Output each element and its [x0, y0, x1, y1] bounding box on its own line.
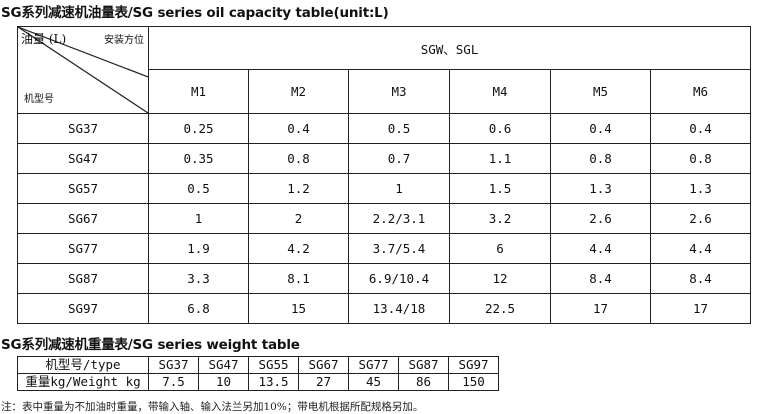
oil-value-cell: 1	[348, 173, 450, 204]
oil-value-cell: 1.5	[449, 173, 551, 204]
type-cell: SG97	[448, 356, 499, 374]
table-row: SG87 3.3 8.1 6.9/10.4 12 8.4 8.4	[17, 263, 752, 294]
weight-value-row: 重量kg/Weight kg 7.5 10 13.5 27 45 86 150	[17, 373, 499, 391]
position-header: M1	[148, 69, 249, 114]
weight-cell: 13.5	[248, 373, 299, 391]
position-header: M5	[550, 69, 651, 114]
oil-value-cell: 2	[248, 203, 349, 234]
oil-value-cell: 0.4	[550, 113, 651, 144]
oil-value-cell: 1.3	[550, 173, 651, 204]
oil-value-cell: 0.7	[348, 143, 450, 174]
model-label: 机型号	[24, 94, 54, 105]
oil-value-cell: 6.9/10.4	[348, 263, 450, 294]
model-cell: SG67	[17, 203, 149, 234]
weight-table-title: SG系列减速机重量表/SG series weight table	[1, 337, 300, 353]
oil-value-cell: 12	[449, 263, 551, 294]
table-row: SG47 0.35 0.8 0.7 1.1 0.8 0.8	[17, 143, 752, 174]
position-header: M3	[348, 69, 450, 114]
oil-value-cell: 0.8	[649, 143, 752, 174]
oil-quantity-label: 油量 (L)	[21, 32, 67, 46]
oil-value-cell: 6.8	[148, 293, 249, 324]
oil-value-cell: 0.4	[248, 113, 349, 144]
weight-cell: 10	[198, 373, 249, 391]
oil-value-cell: 8.4	[649, 263, 752, 294]
oil-value-cell: 17	[550, 293, 651, 324]
table-row: SG67 1 2 2.2/3.1 3.2 2.6 2.6	[17, 203, 752, 234]
table-row: SG37 0.25 0.4 0.5 0.6 0.4 0.4	[17, 113, 752, 144]
oil-value-cell: 4.2	[248, 233, 349, 264]
type-label-cell: 机型号/type	[17, 356, 149, 374]
weight-label-cell: 重量kg/Weight kg	[17, 373, 149, 391]
oil-capacity-table: 油量 (L) 安装方位 机型号 SGW、SGL M1 M2 M3 M4 M5 M…	[17, 26, 752, 324]
model-cell: SG47	[17, 143, 149, 174]
oil-value-cell: 2.2/3.1	[348, 203, 450, 234]
oil-value-cell: 1.9	[148, 233, 249, 264]
oil-value-cell: 2.6	[649, 203, 752, 234]
oil-value-cell: 6	[449, 233, 551, 264]
weight-cell: 7.5	[148, 373, 199, 391]
weight-cell: 86	[398, 373, 449, 391]
model-cell: SG77	[17, 233, 149, 264]
model-cell: SG97	[17, 293, 149, 324]
series-group-header: SGW、SGL	[147, 26, 752, 70]
oil-value-cell: 4.4	[649, 233, 752, 264]
weight-cell: 45	[348, 373, 399, 391]
oil-value-cell: 13.4/18	[348, 293, 450, 324]
weight-cell: 27	[298, 373, 349, 391]
corner-header-cell: 油量 (L) 安装方位 机型号	[17, 26, 149, 114]
oil-value-cell: 0.5	[148, 173, 249, 204]
oil-value-cell: 17	[649, 293, 752, 324]
oil-value-cell: 8.4	[550, 263, 651, 294]
type-cell: SG77	[348, 356, 399, 374]
oil-value-cell: 1	[148, 203, 249, 234]
type-cell: SG55	[248, 356, 299, 374]
oil-value-cell: 0.6	[449, 113, 551, 144]
position-header: M4	[449, 69, 551, 114]
position-header: M2	[248, 69, 349, 114]
oil-value-cell: 0.4	[649, 113, 752, 144]
model-cell: SG87	[17, 263, 149, 294]
oil-value-cell: 15	[248, 293, 349, 324]
type-cell: SG47	[198, 356, 249, 374]
oil-value-cell: 0.35	[148, 143, 249, 174]
position-header-row: M1 M2 M3 M4 M5 M6	[18, 69, 752, 114]
type-cell: SG67	[298, 356, 349, 374]
oil-value-cell: 1.3	[649, 173, 752, 204]
oil-value-cell: 0.5	[348, 113, 450, 144]
mount-position-label: 安装方位	[104, 35, 144, 46]
oil-value-cell: 3.2	[449, 203, 551, 234]
oil-value-cell: 3.3	[148, 263, 249, 294]
model-cell: SG57	[17, 173, 149, 204]
oil-value-cell: 2.6	[550, 203, 651, 234]
table-row: SG97 6.8 15 13.4/18 22.5 17 17	[17, 293, 752, 324]
oil-value-cell: 8.1	[248, 263, 349, 294]
type-cell: SG87	[398, 356, 449, 374]
type-cell: SG37	[148, 356, 199, 374]
oil-value-cell: 0.8	[550, 143, 651, 174]
oil-value-cell: 1.1	[449, 143, 551, 174]
oil-table-title: SG系列减速机油量表/SG series oil capacity table(…	[1, 5, 389, 21]
oil-value-cell: 1.2	[248, 173, 349, 204]
oil-value-cell: 3.7/5.4	[348, 233, 450, 264]
oil-value-cell: 4.4	[550, 233, 651, 264]
weight-cell: 150	[448, 373, 499, 391]
weight-type-row: 机型号/type SG37 SG47 SG55 SG67 SG77 SG87 SG97	[17, 356, 499, 374]
table-row: SG57 0.5 1.2 1 1.5 1.3 1.3	[17, 173, 752, 204]
footnote: 注：表中重量为不加油时重量，带输入轴、输入法兰另加10%；带电机根据所配规格另加…	[1, 401, 424, 413]
oil-value-cell: 22.5	[449, 293, 551, 324]
position-header: M6	[649, 69, 752, 114]
model-cell: SG37	[17, 113, 149, 144]
oil-value-cell: 0.25	[148, 113, 249, 144]
oil-value-cell: 0.8	[248, 143, 349, 174]
weight-table: 机型号/type SG37 SG47 SG55 SG67 SG77 SG87 SG97 重量…	[17, 356, 499, 391]
table-row: SG77 1.9 4.2 3.7/5.4 6 4.4 4.4	[17, 233, 752, 264]
diagonal-lines	[18, 27, 148, 113]
